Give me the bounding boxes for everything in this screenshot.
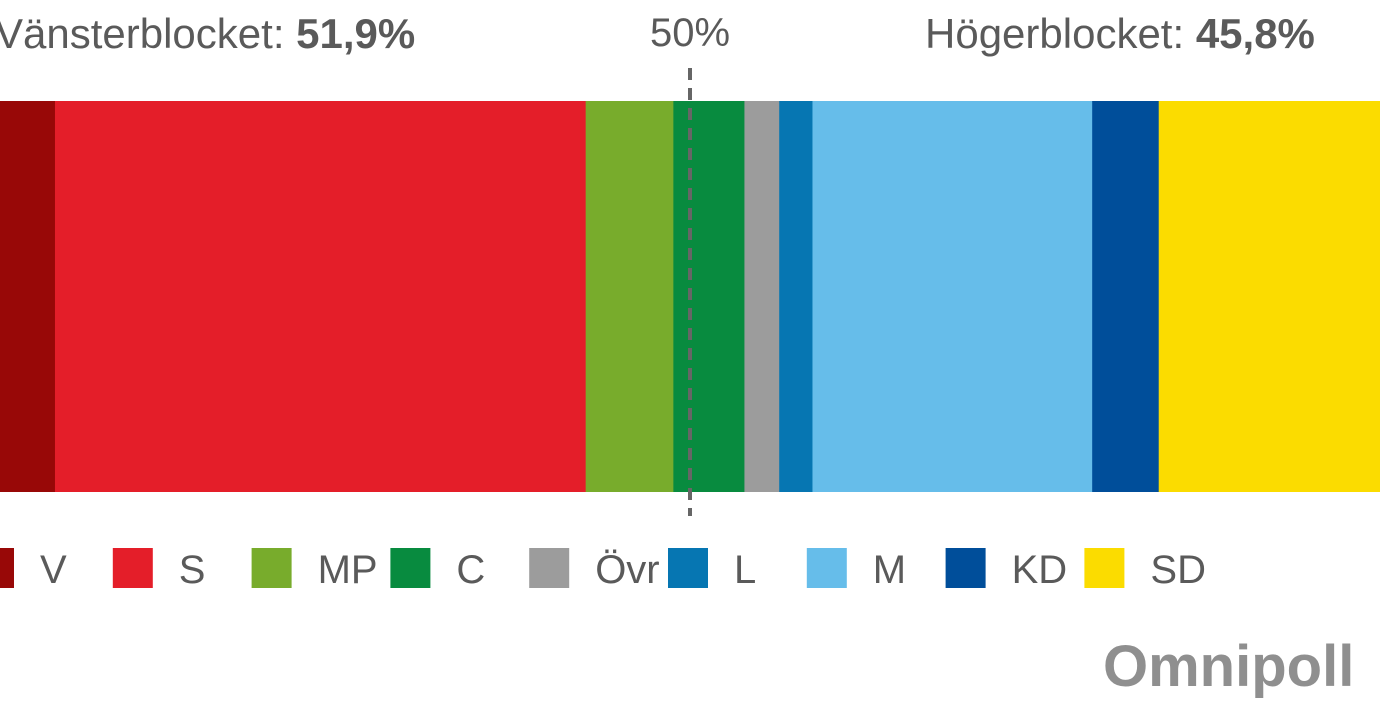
right-block-label: Högerblocket: 45,8% — [925, 10, 1315, 57]
legend-item-m: M — [806, 548, 906, 592]
legend-item-sd: SD — [1084, 548, 1206, 592]
left-block-value: 51,9% — [296, 10, 415, 57]
legend-swatch-ovr — [529, 548, 570, 588]
legend-label-l: L — [734, 548, 756, 592]
legend-label-ovr: Övr — [595, 548, 659, 592]
bar-segment-l — [779, 101, 814, 492]
bar-segment-c — [673, 101, 746, 492]
omnipoll-logo: Omnipoll — [1103, 634, 1354, 699]
legend-label-mp: MP — [318, 548, 378, 592]
legend-swatch-kd — [945, 548, 986, 588]
right-block-value: 45,8% — [1196, 10, 1315, 57]
bar-segment-mp — [585, 101, 674, 492]
bar-segment-m — [812, 101, 1093, 492]
legend-label-kd: KD — [1012, 548, 1068, 592]
legend-item-kd: KD — [945, 548, 1068, 592]
legend-swatch-sd — [1084, 548, 1125, 588]
legend-item-v: V — [0, 548, 67, 592]
legend-item-mp: MP — [251, 548, 378, 592]
omnipoll-logo-text: Omnipoll — [1103, 634, 1354, 699]
legend-swatch-mp — [251, 548, 292, 588]
left-block-label: Vänsterblocket: 51,9% — [0, 10, 415, 57]
legend-item-s: S — [112, 548, 206, 592]
legend-swatch-c — [390, 548, 431, 588]
bar-segment-kd — [1092, 101, 1160, 492]
bar-segment-ovr — [744, 101, 780, 492]
legend-label-v: V — [40, 548, 67, 592]
threshold-label: 50% — [650, 11, 730, 55]
legend-swatch-s — [112, 548, 153, 588]
legend-label-sd: SD — [1150, 548, 1206, 592]
right-block-name: Högerblocket: — [925, 10, 1184, 57]
bar-segment-v — [0, 101, 56, 492]
legend-item-ovr: Övr — [529, 548, 660, 592]
legend-label-c: C — [456, 548, 485, 592]
legend-label-m: M — [873, 548, 906, 592]
bar-segment-s — [54, 101, 587, 492]
legend: V S MP C Övr L M KD SD — [0, 548, 1206, 592]
legend-swatch-l — [668, 548, 708, 588]
bar-segments — [0, 101, 1380, 492]
legend-item-l: L — [668, 548, 756, 592]
legend-swatch-v — [0, 548, 14, 588]
bar-segment-sd — [1158, 101, 1380, 492]
legend-label-s: S — [179, 548, 206, 592]
legend-item-c: C — [390, 548, 485, 592]
left-block-name: Vänsterblocket: — [0, 10, 285, 57]
legend-swatch-m — [806, 548, 847, 588]
